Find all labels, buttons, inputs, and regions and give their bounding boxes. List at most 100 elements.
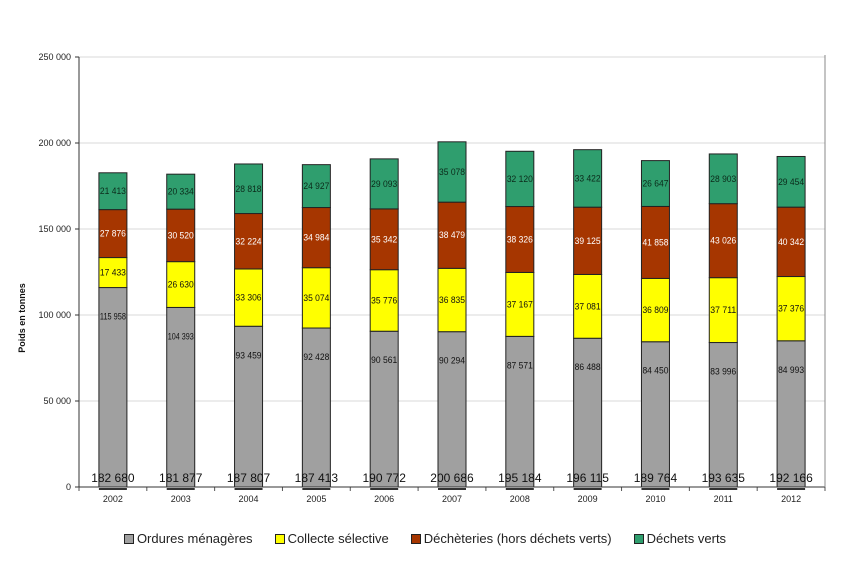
bar-segment [708,203,738,279]
x-tick-label: 2011 [714,494,733,504]
bars: 115 958 17 433 27 876 21 413 182 680 104 393 2… [91,141,813,488]
total-label: 192 166 [769,471,813,485]
y-tick-label: 0 [66,482,71,492]
total-label: 181 877 [159,471,203,485]
bar-stack-2011: 83 996 37 711 43 026 28 903 193 635 [702,153,746,488]
x-tick-label: 2010 [645,494,665,504]
data-label: 83 996 [710,367,736,377]
bar-segment [573,206,603,275]
bar-stack-2002: 115 958 17 433 27 876 21 413 182 680 [91,172,135,488]
x-tick-label: 2006 [374,494,394,504]
bar-segment [166,306,196,488]
data-label: 29 454 [778,177,804,187]
bar-stack-2008: 87 571 37 167 38 326 32 120 195 184 [498,150,542,488]
legend-item: Ordures ménagères [123,531,253,546]
data-label: 40 342 [778,237,804,247]
data-label: 87 571 [507,360,533,370]
data-label: 35 074 [303,293,329,303]
data-label: 37 167 [507,299,533,309]
x-tick-label: 2002 [103,494,123,504]
legend-swatch [274,533,285,544]
data-label: 93 459 [236,350,262,360]
bar-segment [301,327,331,488]
x-axis-ticks: 2002 2003 2004 2005 2006 2007 2008 2009 2010 2011… [78,487,826,504]
y-tick-label: 150 000 [38,224,71,234]
bar-segment [234,268,264,327]
data-label: 92 428 [303,352,329,362]
data-label: 43 026 [710,236,736,246]
bar-segment [505,150,535,208]
data-label: 39 125 [575,236,601,246]
data-label: 29 093 [371,179,397,189]
legend-label: Déchèteries (hors déchets verts) [423,531,612,546]
data-label: 32 224 [236,236,262,246]
bar-segment [301,207,331,269]
x-tick-label: 2003 [171,494,191,504]
bar-stack-2009: 86 488 37 081 39 125 33 422 196 115 [566,149,609,488]
bar-stack-2003: 104 393 26 630 30 520 20 334 181 877 [159,173,203,488]
total-label: 189 764 [634,471,678,485]
bar-segment [98,287,128,488]
total-label: 187 807 [227,471,271,485]
bar-segment [505,271,535,337]
legend-label: Déchets verts [646,531,727,546]
data-label: 28 903 [710,174,736,184]
data-label: 35 078 [439,167,465,177]
bar-segment [166,173,196,210]
legend-item: Collecte sélective [274,531,389,546]
bar-stack-2007: 90 294 36 835 38 479 35 078 200 686 [430,141,474,488]
bar-segment [640,160,670,207]
data-label: 34 984 [303,233,329,243]
bar-segment [640,277,670,343]
y-tick-label: 250 000 [38,52,71,62]
total-label: 190 772 [362,471,406,485]
total-label: 187 413 [295,471,339,485]
legend-swatch [633,533,644,544]
bar-segment [776,340,806,488]
legend-item: Déchets verts [633,531,727,546]
data-label: 37 376 [778,304,804,314]
bar-segment [776,155,806,208]
bar-stack-2006: 90 561 35 776 35 342 29 093 190 772 [362,158,406,488]
y-axis-ticks: 0 50 000 100 000 150 000 200 000 250 000 [38,52,79,492]
bar-segment [369,208,399,271]
y-tick-label: 100 000 [38,310,71,320]
data-label: 104 393 [168,331,194,341]
data-label: 26 630 [168,280,194,290]
x-tick-label: 2009 [578,494,598,504]
bar-segment [98,209,128,259]
bar-segment [234,213,264,270]
data-label: 38 326 [507,234,533,244]
data-label: 84 993 [778,365,804,375]
data-label: 27 876 [100,229,126,239]
bar-segment [98,257,128,289]
bar-stack-2010: 84 450 36 809 41 858 26 647 189 764 [634,160,678,488]
data-label: 90 294 [439,356,465,366]
bar-segment [640,205,670,279]
legend-label: Collecte sélective [287,531,389,546]
bar-segment [437,267,467,333]
bar-segment [301,164,331,209]
legend-item: Déchèteries (hors déchets verts) [410,531,612,546]
data-label: 35 776 [371,295,397,305]
data-label: 41 858 [642,237,668,247]
x-tick-label: 2008 [510,494,530,504]
x-tick-label: 2004 [239,494,259,504]
data-label: 37 711 [710,305,736,315]
data-label: 35 342 [371,234,397,244]
y-tick-label: 200 000 [38,138,71,148]
bar-segment [437,201,467,269]
total-label: 193 635 [702,471,746,485]
data-label: 32 120 [507,174,533,184]
data-label: 28 818 [236,184,262,194]
bar-segment [708,153,738,205]
y-axis-label: Poids en tonnes [17,283,27,353]
bar-segment [708,277,738,344]
legend: Ordures ménagères Collecte sélective Déchè… [0,531,850,546]
x-tick-label: 2005 [306,494,326,504]
data-label: 17 433 [100,268,126,278]
legend-label: Ordures ménagères [136,531,253,546]
legend-swatch [410,533,421,544]
data-label: 26 647 [642,179,668,189]
